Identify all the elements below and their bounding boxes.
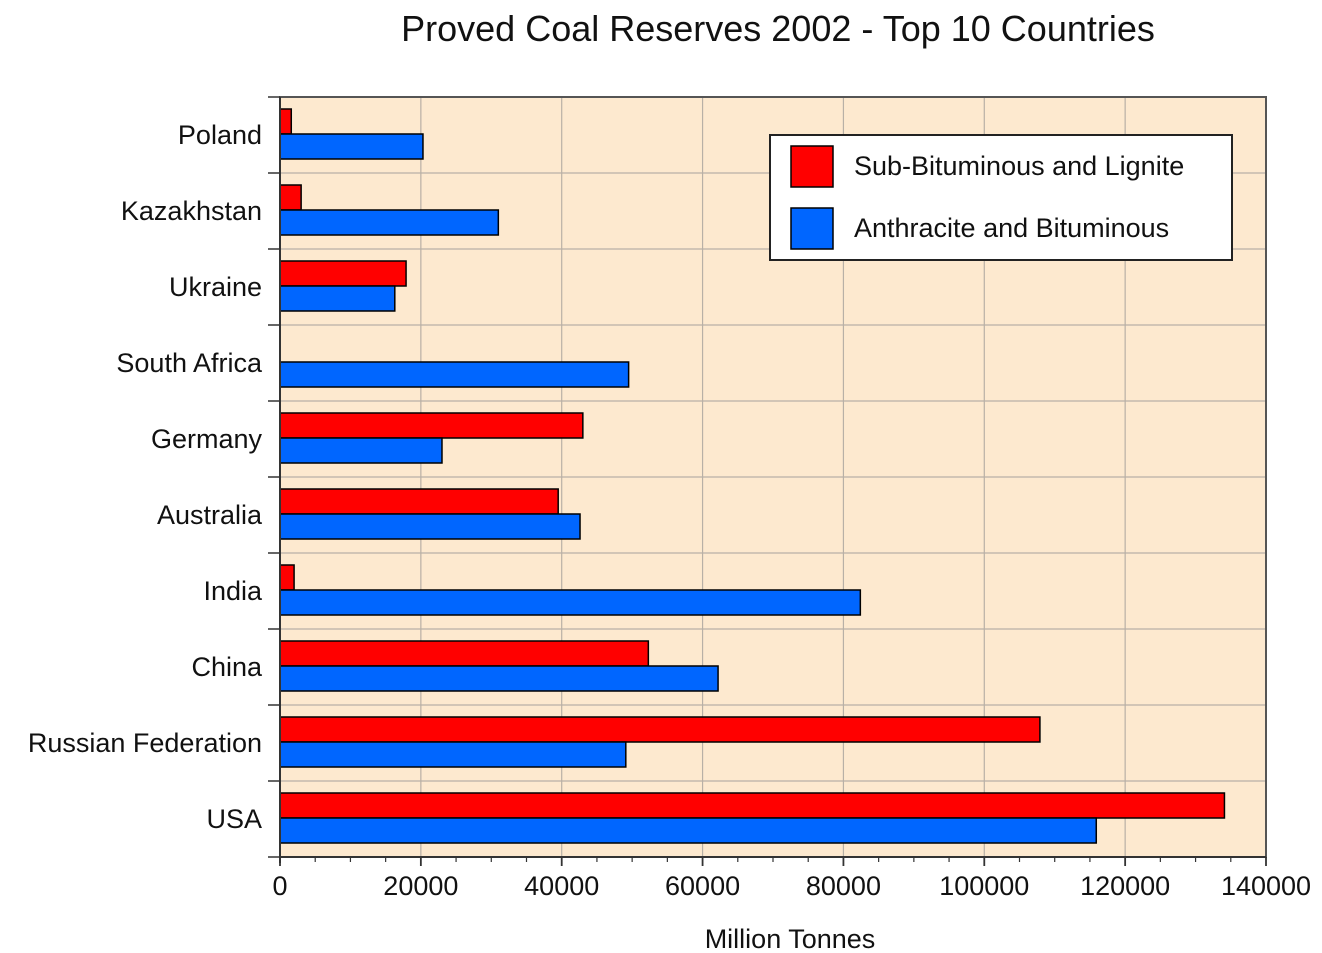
x-tick-labels: 0 20000 40000 60000 80000 100000 120000 140000 bbox=[272, 871, 1311, 901]
category-label: Germany bbox=[151, 424, 263, 454]
x-tick-label: 0 bbox=[272, 871, 287, 901]
bar-australia-anthracite bbox=[279, 513, 581, 540]
x-axis-title: Million Tonnes bbox=[705, 924, 876, 953]
bar-australia-sub-bituminous bbox=[279, 488, 559, 515]
x-tick-label: 40000 bbox=[524, 871, 599, 901]
bar-germany-sub-bituminous bbox=[279, 412, 584, 439]
chart-title: Proved Coal Reserves 2002 - Top 10 Count… bbox=[401, 8, 1155, 49]
bar-germany-anthracite bbox=[279, 437, 443, 464]
x-tick-label: 100000 bbox=[939, 871, 1029, 901]
bar-india-anthracite bbox=[279, 589, 862, 616]
legend-swatch-sub-bituminous bbox=[790, 145, 834, 188]
bar-china-anthracite bbox=[279, 665, 719, 692]
bar-poland-sub-bituminous bbox=[279, 108, 293, 135]
bar-usa-anthracite bbox=[279, 817, 1098, 844]
category-label: China bbox=[191, 652, 263, 682]
bar-russian-federation-sub-bituminous bbox=[279, 716, 1041, 743]
category-label: Australia bbox=[157, 500, 263, 530]
x-tick-label: 80000 bbox=[806, 871, 881, 901]
x-tick-label: 120000 bbox=[1080, 871, 1170, 901]
category-label: Kazakhstan bbox=[121, 196, 262, 226]
category-label: South Africa bbox=[116, 348, 263, 378]
bar-china-sub-bituminous bbox=[279, 640, 650, 667]
category-label: Russian Federation bbox=[28, 728, 262, 758]
x-tick-label: 60000 bbox=[665, 871, 740, 901]
legend-label-sub-bituminous: Sub-Bituminous and Lignite bbox=[854, 151, 1184, 181]
gridlines bbox=[280, 97, 1266, 857]
bar-ukraine-anthracite bbox=[279, 285, 396, 312]
x-tick-label: 140000 bbox=[1221, 871, 1311, 901]
bar-usa-sub-bituminous bbox=[279, 792, 1226, 819]
bar-russian-federation-anthracite bbox=[279, 741, 627, 768]
legend-box bbox=[769, 134, 1233, 261]
bar-ukraine-sub-bituminous bbox=[279, 260, 407, 287]
category-label: USA bbox=[206, 804, 262, 834]
legend-label-anthracite: Anthracite and Bituminous bbox=[854, 213, 1169, 243]
x-tick-label: 20000 bbox=[383, 871, 458, 901]
bar-kazakhstan-sub-bituminous bbox=[279, 184, 302, 211]
bar-india-sub-bituminous bbox=[279, 564, 295, 591]
bar-south-africa-anthracite bbox=[279, 361, 630, 388]
category-label: Ukraine bbox=[169, 272, 262, 302]
category-labels: Poland Kazakhstan Ukraine South Africa Germa… bbox=[28, 120, 263, 834]
category-label: India bbox=[203, 576, 263, 606]
axes bbox=[268, 96, 1267, 866]
category-label: Poland bbox=[178, 120, 262, 150]
bar-poland-anthracite bbox=[279, 133, 424, 160]
legend: Sub-Bituminous and Lignite Anthracite an… bbox=[769, 134, 1233, 261]
bar-kazakhstan-anthracite bbox=[279, 209, 500, 236]
legend-swatch-anthracite bbox=[790, 207, 834, 250]
